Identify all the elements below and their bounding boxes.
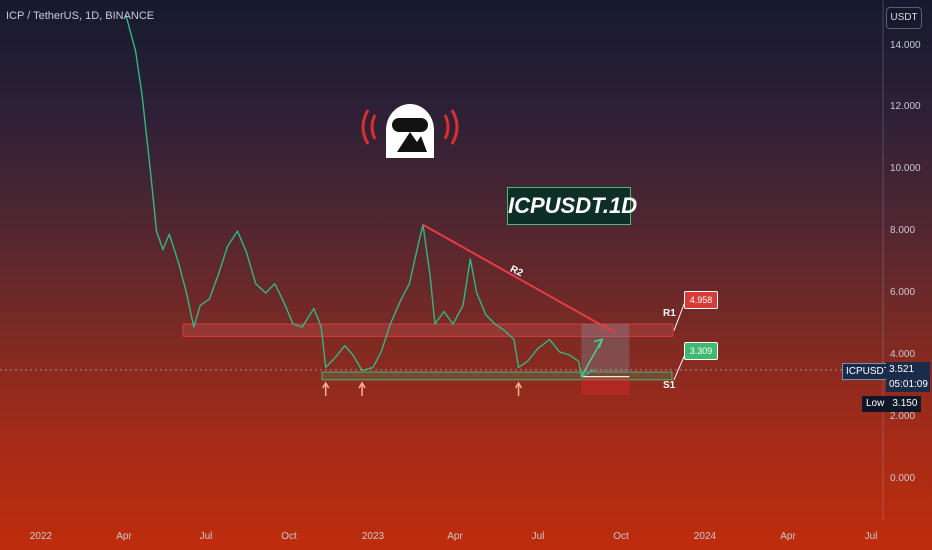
r1-value-tag: 4.958 bbox=[684, 291, 718, 309]
x-tick-label: Apr bbox=[116, 531, 132, 542]
support-touch-arrowhead bbox=[514, 381, 523, 389]
stop-box bbox=[581, 376, 630, 396]
price-line bbox=[124, 13, 595, 378]
y-tick-label: 14.000 bbox=[890, 40, 921, 51]
x-tick-label: 2024 bbox=[693, 531, 717, 542]
projection-arrowhead bbox=[594, 338, 604, 348]
r1-label: R1 bbox=[663, 308, 676, 319]
s1-label: S1 bbox=[663, 380, 676, 391]
signal-arc-icon bbox=[370, 114, 377, 140]
signal-arc-icon bbox=[361, 109, 370, 145]
currency-button[interactable]: USDT bbox=[886, 7, 922, 29]
y-tick-label: 2.000 bbox=[890, 411, 916, 422]
watermark-label: ICPUSDT.1D bbox=[507, 187, 637, 225]
target-box bbox=[581, 324, 630, 373]
y-tick-label: 6.000 bbox=[890, 287, 916, 298]
low-label: Low bbox=[866, 398, 885, 409]
x-tick-label: 2022 bbox=[29, 531, 53, 542]
y-tick-label: 10.000 bbox=[890, 163, 921, 174]
y-tick-label: 12.000 bbox=[890, 101, 921, 112]
last-price-value: 3.521 bbox=[889, 364, 915, 375]
mountain-icon bbox=[397, 132, 427, 152]
x-tick-label: Jul bbox=[531, 531, 545, 542]
signal-arc-icon bbox=[450, 109, 459, 145]
resistance-zone bbox=[182, 323, 674, 337]
symbol-title: ICP / TetherUS, 1D, BINANCE bbox=[6, 10, 155, 22]
signal-arc-icon bbox=[443, 114, 450, 140]
y-tick-label: 4.000 bbox=[890, 349, 916, 360]
last-price-box: 3.521 05:01:09 bbox=[886, 362, 930, 392]
x-tick-label: Oct bbox=[613, 531, 629, 542]
x-tick-label: Apr bbox=[780, 531, 796, 542]
s1-value-tag: 3.309 bbox=[684, 342, 718, 360]
support-touch-arrowhead bbox=[358, 381, 366, 389]
y-tick-label: 8.000 bbox=[890, 225, 916, 236]
low-price-box: Low 3.150 bbox=[862, 396, 922, 412]
x-tick-label: Jul bbox=[864, 531, 878, 542]
support-touch-arrowhead bbox=[322, 381, 330, 389]
helmet-visor-band-icon bbox=[392, 118, 428, 132]
support-zone bbox=[321, 371, 673, 381]
y-tick-label: 0.000 bbox=[890, 473, 916, 484]
x-tick-label: Apr bbox=[447, 531, 463, 542]
r2-trendline bbox=[422, 223, 617, 335]
low-value: 3.150 bbox=[888, 398, 922, 409]
x-tick-label: Jul bbox=[199, 531, 213, 542]
x-tick-label: 2023 bbox=[361, 531, 385, 542]
projection-arrow bbox=[580, 339, 603, 378]
bar-countdown: 05:01:09 bbox=[889, 379, 928, 390]
x-tick-label: Oct bbox=[281, 531, 297, 542]
